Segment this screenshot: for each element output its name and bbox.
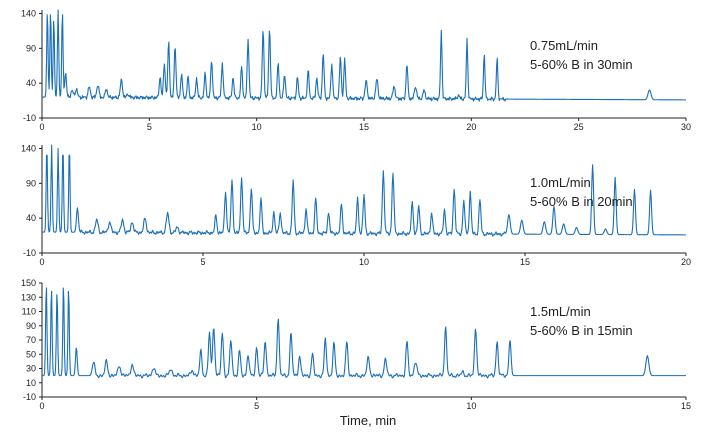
x-tick-label: 20 xyxy=(466,122,476,132)
x-tick-label: 10 xyxy=(466,401,476,411)
condition-label: 0.75mL/min xyxy=(530,38,598,53)
x-tick-label: 5 xyxy=(147,122,152,132)
y-tick-label: 90 xyxy=(26,178,36,188)
condition-label: 1.0mL/min xyxy=(530,175,591,190)
y-tick-label: 150 xyxy=(21,278,36,288)
x-axis-label: Time, min xyxy=(340,413,397,428)
x-tick-label: 0 xyxy=(39,257,44,267)
chromatogram-panel-0p75: -10 40 90 140 0 5 10 15 20 25 30 0.75mL/min 5-60% B … xyxy=(21,8,691,132)
y-tick-label: 30 xyxy=(26,364,36,374)
condition-label: 5-60% B in 30min xyxy=(530,57,633,72)
x-tick-label: 10 xyxy=(252,122,262,132)
x-tick-label: 25 xyxy=(574,122,584,132)
x-tick-label: 0 xyxy=(39,122,44,132)
x-tick-label: 0 xyxy=(39,401,44,411)
y-tick-label: 140 xyxy=(21,143,36,153)
y-tick-label: 140 xyxy=(21,8,36,18)
y-tick-label: 40 xyxy=(26,78,36,88)
x-tick-label: 15 xyxy=(520,257,530,267)
x-tick-label: 20 xyxy=(681,257,691,267)
chromatogram-panel-1p0: -10 40 90 140 0 5 10 15 20 1.0mL/min 5-60% B in 20… xyxy=(21,143,691,267)
y-tick-label: -10 xyxy=(23,392,36,402)
chromatogram-panel-1p5: -10 10 30 50 70 90 110 130 150 0 5 10 15 1.5mL/min 5-6… xyxy=(21,278,691,411)
x-tick-label: 10 xyxy=(359,257,369,267)
condition-label: 1.5mL/min xyxy=(530,304,591,319)
x-tick-label: 5 xyxy=(254,401,259,411)
condition-label: 5-60% B in 20min xyxy=(530,194,633,209)
x-tick-label: 5 xyxy=(200,257,205,267)
x-tick-label: 30 xyxy=(681,122,691,132)
y-tick-label: 110 xyxy=(22,307,36,317)
chromatogram-trace xyxy=(42,144,686,237)
y-tick-label: -10 xyxy=(23,113,36,123)
y-tick-label: -10 xyxy=(23,248,36,258)
y-tick-label: 10 xyxy=(26,378,36,388)
x-tick-label: 15 xyxy=(359,122,369,132)
y-tick-label: 90 xyxy=(26,321,36,331)
condition-label: 5-60% B in 15min xyxy=(530,323,633,338)
x-tick-label: 15 xyxy=(681,401,691,411)
y-tick-label: 50 xyxy=(26,349,36,359)
y-tick-label: 130 xyxy=(21,292,36,302)
y-tick-label: 90 xyxy=(26,43,36,53)
chromatogram-trace xyxy=(42,9,686,102)
chromatogram-trace xyxy=(42,287,686,379)
y-tick-label: 40 xyxy=(26,213,36,223)
y-tick-label: 70 xyxy=(26,335,36,345)
